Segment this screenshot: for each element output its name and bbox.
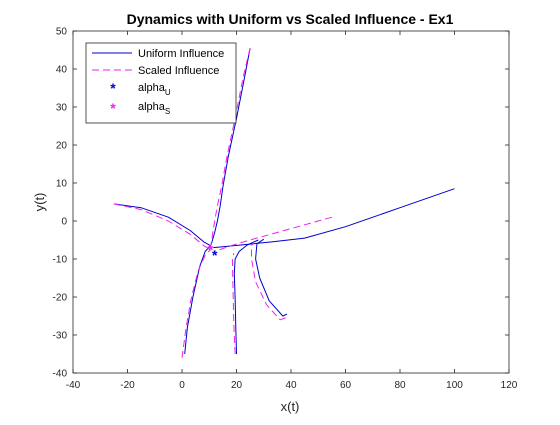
points-layer: ** — [208, 242, 218, 264]
y-tick-label: -20 — [53, 293, 68, 304]
point-alpha-u: * — [212, 247, 218, 263]
uniform-trajectory-3 — [184, 245, 211, 355]
y-tick-label: 0 — [61, 217, 67, 228]
uniform-trajectory-4 — [233, 239, 259, 355]
ticks-layer: -40 -20 0 20 40 60 80 100 120 -40 -30 -20 -10 0 10 20 30… — [53, 27, 518, 392]
x-axis-label: x(t) — [281, 399, 300, 414]
y-tick-label: 40 — [56, 65, 68, 76]
y-tick-label: -10 — [53, 255, 68, 266]
legend: Uniform Influence Scaled Influence * alp… — [85, 42, 237, 124]
uniform-trajectory-2 — [210, 48, 251, 246]
legend-label-alpha-s: alphaS — [138, 101, 170, 116]
legend-marker-alpha-u: * — [110, 80, 116, 96]
legend-label-scaled: Scaled Influence — [138, 65, 219, 77]
uniform-trajectory-1 — [113, 203, 211, 247]
y-tick-label: 30 — [56, 103, 68, 114]
scaled-trajectory-5 — [251, 241, 286, 321]
scaled-trajectory-2 — [210, 47, 251, 250]
x-tick-label: 120 — [501, 380, 518, 391]
legend-label-uniform: Uniform Influence — [138, 48, 224, 60]
y-tick-label: 50 — [56, 27, 68, 38]
point-alpha-s: * — [208, 242, 214, 258]
scaled-trajectory-3 — [181, 249, 211, 358]
chart-title: Dynamics with Uniform vs Scaled Influenc… — [127, 11, 454, 27]
scaled-trajectory-1 — [113, 203, 211, 250]
scaled-trajectory-6 — [213, 216, 333, 252]
x-tick-label: -40 — [66, 380, 81, 391]
x-tick-label: 20 — [231, 380, 243, 391]
y-axis-label: y(t) — [32, 193, 47, 212]
x-tick-label: 100 — [446, 380, 463, 391]
scaled-trajectory-4 — [231, 253, 236, 355]
x-tick-label: 40 — [285, 380, 297, 391]
x-tick-label: -20 — [120, 380, 135, 391]
x-tick-label: 60 — [340, 380, 352, 391]
uniform-trajectory-6 — [213, 188, 455, 249]
legend-box — [85, 42, 237, 124]
y-tick-label: -40 — [53, 369, 68, 380]
legend-label-alpha-u: alphaU — [138, 82, 171, 97]
legend-marker-alpha-s: * — [110, 100, 116, 116]
series-layer — [113, 47, 455, 358]
y-tick-label: 20 — [56, 141, 68, 152]
x-tick-label: 0 — [179, 380, 185, 391]
y-tick-label: -30 — [53, 331, 68, 342]
y-tick-label: 10 — [56, 179, 68, 190]
x-tick-label: 80 — [394, 380, 406, 391]
